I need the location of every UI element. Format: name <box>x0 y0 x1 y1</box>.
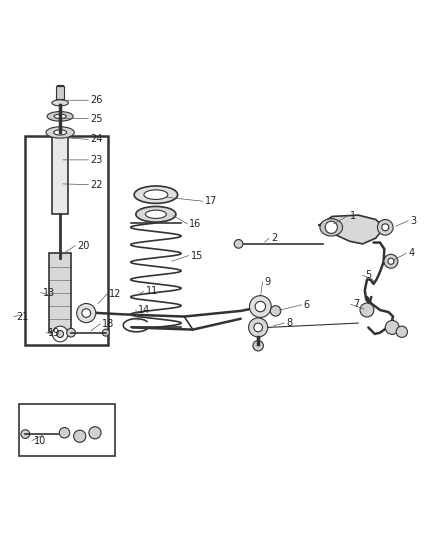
Circle shape <box>384 254 398 268</box>
Text: 20: 20 <box>78 240 90 251</box>
Text: 1: 1 <box>350 211 356 221</box>
Text: 17: 17 <box>205 196 217 206</box>
Circle shape <box>388 258 394 264</box>
Text: 8: 8 <box>286 318 293 328</box>
Circle shape <box>255 301 265 312</box>
Bar <box>56 86 64 99</box>
Circle shape <box>253 341 263 351</box>
Text: 3: 3 <box>410 216 417 226</box>
Ellipse shape <box>46 127 74 138</box>
Circle shape <box>325 221 337 233</box>
Text: 4: 4 <box>408 248 414 259</box>
Circle shape <box>234 239 243 248</box>
Circle shape <box>77 303 96 322</box>
Text: 24: 24 <box>91 134 103 144</box>
Ellipse shape <box>145 210 166 219</box>
Text: 26: 26 <box>91 95 103 105</box>
Circle shape <box>52 326 68 342</box>
Circle shape <box>74 430 86 442</box>
Circle shape <box>270 305 281 316</box>
Bar <box>19 403 115 456</box>
Circle shape <box>21 430 30 439</box>
Text: 12: 12 <box>110 289 122 299</box>
Text: 5: 5 <box>365 270 371 280</box>
Circle shape <box>396 326 407 337</box>
Bar <box>49 254 71 332</box>
Ellipse shape <box>136 206 176 222</box>
Circle shape <box>378 220 393 235</box>
Text: 15: 15 <box>191 251 203 261</box>
Text: 13: 13 <box>43 288 55 297</box>
Text: 9: 9 <box>265 277 271 287</box>
Text: 25: 25 <box>91 114 103 124</box>
Ellipse shape <box>47 111 73 121</box>
Circle shape <box>82 309 91 318</box>
Circle shape <box>102 329 110 336</box>
Text: 18: 18 <box>102 319 115 329</box>
Text: 11: 11 <box>146 286 158 296</box>
Polygon shape <box>319 215 385 244</box>
Bar <box>25 136 108 345</box>
Ellipse shape <box>320 219 343 236</box>
Text: 14: 14 <box>138 305 150 315</box>
Bar <box>52 132 68 214</box>
Text: 7: 7 <box>353 300 359 309</box>
Circle shape <box>360 303 374 317</box>
Ellipse shape <box>52 100 68 106</box>
Circle shape <box>59 427 70 438</box>
Circle shape <box>89 426 101 439</box>
Text: 10: 10 <box>34 435 46 446</box>
Ellipse shape <box>144 190 168 199</box>
Text: 21: 21 <box>16 312 28 321</box>
Circle shape <box>249 318 268 337</box>
Circle shape <box>382 224 389 231</box>
Circle shape <box>57 330 64 337</box>
Ellipse shape <box>134 186 178 204</box>
Circle shape <box>254 323 262 332</box>
Text: 6: 6 <box>304 300 310 310</box>
Circle shape <box>250 296 271 318</box>
Ellipse shape <box>53 130 67 135</box>
Text: 22: 22 <box>91 180 103 190</box>
Text: 2: 2 <box>271 233 278 243</box>
Ellipse shape <box>54 114 66 118</box>
Text: 23: 23 <box>91 155 103 165</box>
Circle shape <box>385 320 399 334</box>
Text: 19: 19 <box>48 328 60 337</box>
Circle shape <box>67 328 75 337</box>
Text: 16: 16 <box>189 219 201 229</box>
